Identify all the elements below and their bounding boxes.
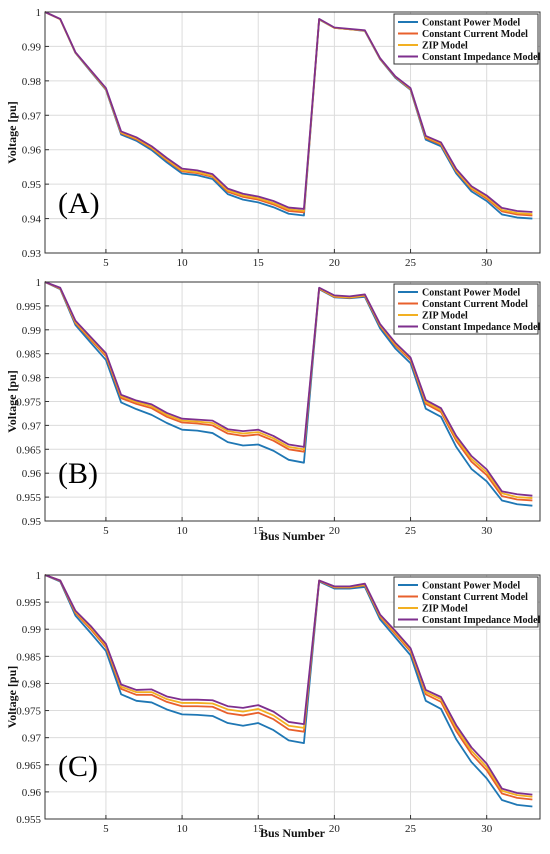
x-tick-label: 30 — [481, 823, 493, 835]
x-axis-label: Bus Number — [260, 529, 326, 543]
x-tick-label: 5 — [103, 525, 109, 537]
x-tick-label: 20 — [329, 525, 341, 537]
x-tick-label: 15 — [253, 525, 265, 537]
y-tick-label: 0.985 — [16, 349, 41, 361]
series-line-constant-power-model — [44, 11, 533, 220]
y-tick-label: 1 — [36, 570, 42, 582]
y-tick-label: 0.94 — [22, 214, 42, 226]
x-tick-label: 10 — [177, 525, 189, 537]
y-tick-label: 0.985 — [16, 651, 41, 663]
series-line-zip-model — [44, 574, 533, 798]
y-tick-label: 0.98 — [22, 678, 42, 690]
chart-panel-1: 5 10 15 20 25 30 0.93 0.94 0.95 0.96 0.97 0.98 0.99 1… — [5, 7, 541, 269]
y-tick-label: 0.98 — [22, 76, 42, 88]
legend-entry: Constant Current Model — [422, 592, 528, 603]
legend-entry: ZIP Model — [422, 41, 468, 52]
legend-entry: Constant Impedance Model — [422, 52, 541, 63]
y-tick-label: 0.99 — [22, 624, 42, 636]
panel-label: (C) — [58, 750, 98, 783]
axes-frame — [44, 11, 541, 254]
legend-entry: ZIP Model — [422, 311, 468, 322]
y-tick-label: 0.97 — [22, 733, 42, 745]
y-tick-label: 0.955 — [16, 814, 41, 826]
chart-panel-3: 5 10 15 20 25 30 0.955 0.96 0.965 0.97 0.975 0.98 0.… — [5, 570, 541, 840]
chart-panel-2: 5 10 15 20 25 30 0.95 0.955 0.96 0.965 0.97 0.975 0.… — [5, 277, 541, 543]
legend-entry: Constant Impedance Model — [422, 615, 541, 626]
x-tick-label: 10 — [177, 823, 189, 835]
panel-label: (B) — [58, 457, 98, 490]
y-tick-label: 0.96 — [22, 145, 42, 157]
series-line-zip-model — [44, 281, 533, 499]
y-tick-label: 0.93 — [22, 248, 42, 260]
y-tick-label: 0.96 — [22, 468, 42, 480]
y-axis-label: Voltage [pu] — [5, 101, 19, 164]
y-tick-label: 0.995 — [16, 301, 41, 313]
y-axis-label: Voltage [pu] — [5, 370, 19, 433]
x-tick-label: 25 — [405, 257, 417, 269]
y-tick-label: 0.965 — [16, 444, 41, 456]
x-tick-label: 10 — [177, 257, 189, 269]
axes-frame — [44, 574, 541, 820]
x-tick-label: 5 — [103, 257, 109, 269]
x-tick-label: 15 — [253, 257, 265, 269]
y-tick-label: 0.96 — [22, 787, 42, 799]
x-tick-label: 30 — [481, 525, 493, 537]
y-tick-label: 0.955 — [16, 492, 41, 504]
y-tick-label: 0.98 — [22, 373, 42, 385]
series-line-constant-impedance-model — [44, 11, 533, 213]
series-line-constant-power-model — [44, 574, 533, 808]
legend-entry: Constant Impedance Model — [422, 322, 541, 333]
legend-entry: Constant Current Model — [422, 29, 528, 40]
y-tick-label: 0.975 — [16, 706, 41, 718]
y-axis-label: Voltage [pu] — [5, 666, 19, 729]
x-axis-label: Bus Number — [260, 826, 326, 840]
y-tick-label: 0.99 — [22, 41, 42, 53]
y-tick-label: 0.95 — [22, 179, 42, 191]
x-tick-label: 25 — [405, 525, 417, 537]
legend-entry: Constant Power Model — [422, 18, 520, 29]
panel-label: (A) — [58, 187, 100, 220]
y-tick-label: 1 — [36, 7, 42, 19]
x-tick-label: 15 — [253, 823, 265, 835]
x-tick-label: 30 — [481, 257, 493, 269]
y-tick-label: 0.975 — [16, 397, 41, 409]
y-tick-label: 0.99 — [22, 325, 42, 337]
legend-entry: Constant Current Model — [422, 299, 528, 310]
x-tick-label: 20 — [329, 823, 341, 835]
y-tick-label: 0.97 — [22, 110, 42, 122]
legend-entry: ZIP Model — [422, 604, 468, 615]
legend-entry: Constant Power Model — [422, 288, 520, 299]
y-tick-label: 0.965 — [16, 760, 41, 772]
y-tick-label: 0.95 — [22, 516, 42, 528]
series-line-constant-power-model — [44, 281, 533, 507]
y-tick-label: 0.995 — [16, 597, 41, 609]
x-tick-label: 5 — [103, 823, 109, 835]
series-line-constant-impedance-model — [44, 281, 533, 497]
series-line-constant-impedance-model — [44, 574, 533, 796]
x-tick-label: 25 — [405, 823, 417, 835]
series-line-constant-current-model — [44, 281, 533, 502]
series-line-constant-current-model — [44, 574, 533, 801]
x-tick-label: 20 — [329, 257, 341, 269]
legend-entry: Constant Power Model — [422, 581, 520, 592]
y-tick-label: 1 — [36, 277, 42, 289]
y-tick-label: 0.97 — [22, 420, 42, 432]
